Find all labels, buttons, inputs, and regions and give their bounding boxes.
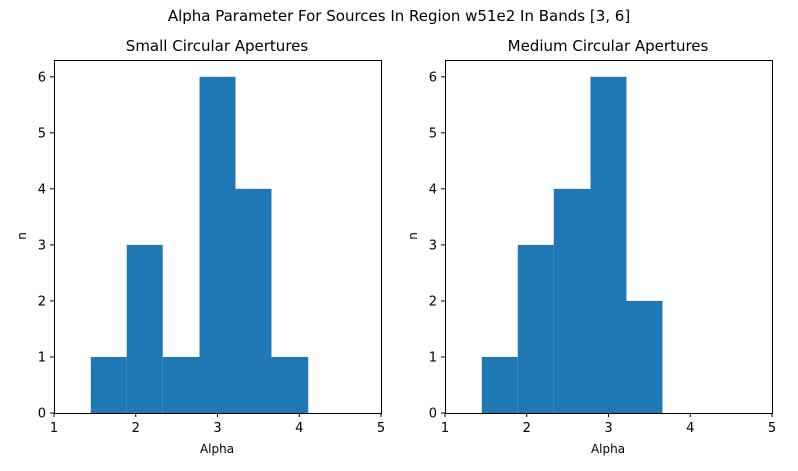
right-subplot-ytick-label-2: 2 bbox=[429, 294, 437, 309]
left-subplot-bar-5 bbox=[271, 356, 309, 413]
right-subplot-bar-1 bbox=[517, 244, 554, 413]
left-subplot-ytick-label-3: 3 bbox=[38, 238, 46, 253]
left-subplot-bar-3 bbox=[199, 76, 236, 414]
right-subplot-xtick-label-0: 1 bbox=[441, 421, 449, 436]
right-subplot-title: Medium Circular Apertures bbox=[508, 37, 709, 55]
figure-suptitle: Alpha Parameter For Sources In Region w5… bbox=[168, 7, 630, 25]
left-subplot-xtick-label-1: 2 bbox=[132, 421, 140, 436]
left-subplot-xlabel: Alpha bbox=[200, 442, 234, 456]
right-subplot-xtick-label-3: 4 bbox=[686, 421, 694, 436]
right-subplot-ytick-label-6: 6 bbox=[429, 70, 437, 85]
left-subplot-ytick-label-0: 0 bbox=[38, 407, 46, 422]
left-subplot-ytick-label-1: 1 bbox=[38, 350, 46, 365]
right-subplot-ytick-label-3: 3 bbox=[429, 238, 437, 253]
right-subplot-bar-2 bbox=[553, 188, 591, 413]
left-subplot-bars bbox=[90, 76, 309, 414]
left-subplot-bar-0 bbox=[90, 356, 127, 413]
right-subplot-ytick-label-0: 0 bbox=[429, 407, 437, 422]
right-subplot-ytick-label-1: 1 bbox=[429, 350, 437, 365]
right-subplot-ylabel: n bbox=[406, 232, 420, 240]
left-subplot-xtick-label-0: 1 bbox=[50, 421, 58, 436]
left-subplot-bar-4 bbox=[235, 188, 272, 413]
right-subplot-bar-0 bbox=[481, 356, 518, 413]
right-subplot-bars bbox=[481, 76, 663, 414]
left-subplot-ylabel: n bbox=[15, 232, 29, 240]
left-subplot-xtick-label-2: 3 bbox=[213, 421, 221, 436]
left-subplot-xtick-label-4: 5 bbox=[377, 421, 385, 436]
left-subplot-xtick-label-3: 4 bbox=[295, 421, 303, 436]
right-subplot-xtick-label-1: 2 bbox=[523, 421, 531, 436]
left-subplot-bar-2 bbox=[162, 356, 200, 413]
right-subplot-frame bbox=[445, 60, 773, 414]
right-subplot-ytick-label-4: 4 bbox=[429, 182, 437, 197]
left-subplot-ytick-label-5: 5 bbox=[38, 126, 46, 141]
left-subplot-title: Small Circular Apertures bbox=[126, 37, 309, 55]
right-subplot-bar-4 bbox=[626, 300, 663, 413]
right-subplot-xlabel: Alpha bbox=[591, 442, 625, 456]
left-subplot-ytick-label-2: 2 bbox=[38, 294, 46, 309]
right-subplot-bar-3 bbox=[590, 76, 627, 414]
left-subplot-ytick-label-6: 6 bbox=[38, 70, 46, 85]
right-subplot-ytick-label-5: 5 bbox=[429, 126, 437, 141]
left-subplot-frame bbox=[54, 60, 382, 414]
left-subplot-bar-1 bbox=[126, 244, 163, 413]
right-subplot-xtick-label-2: 3 bbox=[604, 421, 612, 436]
right-subplot-xtick-label-4: 5 bbox=[768, 421, 776, 436]
left-subplot-ytick-label-4: 4 bbox=[38, 182, 46, 197]
